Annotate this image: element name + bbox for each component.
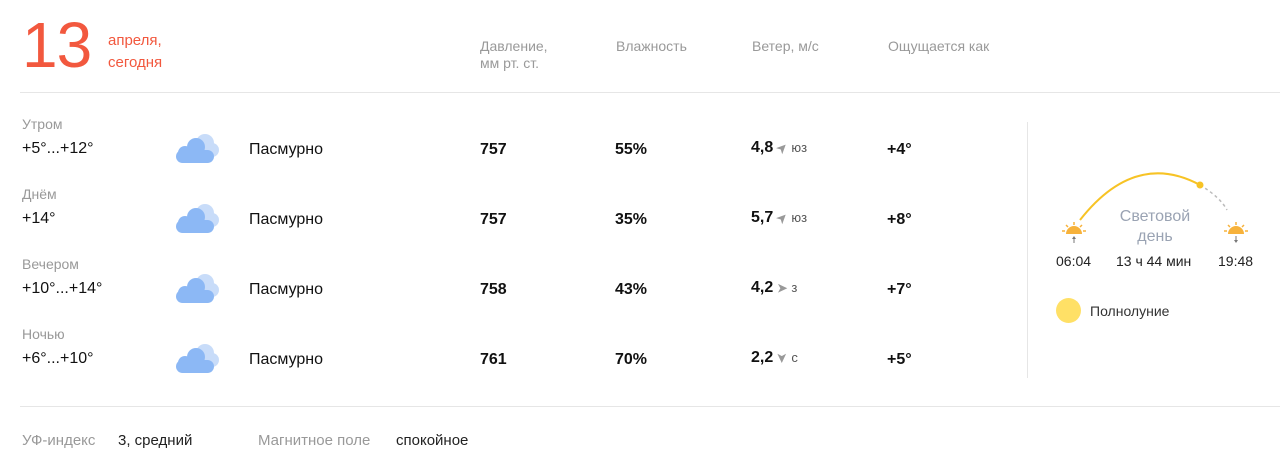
wind: 4,2 ➤ з [751,279,797,297]
header-wind: Ветер, м/с [752,38,819,54]
header-feels: Ощущается как [888,38,990,54]
overcast-cloud-icon [176,204,219,233]
divider [20,406,1280,407]
moon-phase: Полнолуние [1090,303,1170,319]
header-pressure: Давление, мм рт. ст. [480,38,548,71]
wind-speed: 4,8 [751,139,774,156]
wind-direction-arrow-icon: ➤ [777,281,788,295]
feels-like: +7° [887,281,912,298]
sunset-time: 19:48 [1218,253,1254,269]
temperature: +10°...+14° [22,280,103,297]
header-humidity: Влажность [616,38,687,54]
daylight-label-line1: Световой [1119,208,1191,225]
condition: Пасмурно [249,351,324,368]
wind-direction: з [791,280,798,295]
humidity: 70% [615,351,648,368]
condition: Пасмурно [249,141,324,158]
daylight-duration: 13 ч 44 мин [1116,253,1192,269]
humidity: 55% [615,141,648,158]
daylight-label: Световой день [1100,207,1210,247]
sunrise-icon [1062,222,1086,243]
wind-speed: 4,2 [751,279,774,296]
wind-speed: 5,7 [751,209,774,226]
humidity: 35% [615,211,648,228]
sunrise-time: 06:04 [1056,253,1092,269]
day-part: Утром [22,116,63,132]
divider [1027,122,1028,378]
wind: 4,8➤юз [751,139,807,157]
day-part: Днём [22,186,57,202]
sun-arc [1079,172,1201,221]
magnetic-label: Магнитное поле [258,432,371,449]
feels-like: +5° [887,351,912,368]
sunset-icon [1224,222,1248,243]
date-day: 13 [22,9,92,81]
daylight-label-line2: день [1137,228,1173,245]
temperature: +14° [22,210,56,227]
daylight-arc [1079,172,1228,221]
magnetic-value: спокойное [396,432,469,449]
sun-position-dot [1196,181,1204,189]
relative-day-label: сегодня [108,54,163,71]
temperature: +5°...+12° [22,140,94,157]
wind-speed: 2,2 [751,349,774,366]
uv-value: 3, средний [118,432,193,449]
feels-like: +8° [887,211,912,228]
overcast-cloud-icon [176,344,219,373]
temperature: +6°...+10° [22,350,94,367]
wind: 5,7➤юз [751,209,807,227]
condition: Пасмурно [249,211,324,228]
overcast-cloud-icon [176,274,219,303]
wind-direction: юз [791,140,808,155]
day-part: Ночью [22,326,65,342]
humidity: 43% [615,281,648,298]
wind-direction-arrow-icon: ➤ [775,352,790,364]
uv-label: УФ-индекс [22,432,96,449]
pressure: 761 [480,351,507,368]
wind-direction: юз [791,210,808,225]
pressure: 758 [480,281,507,298]
pressure: 757 [480,141,507,158]
wind-direction-arrow-icon: ➤ [773,139,791,157]
moon-icon [1056,298,1081,323]
condition: Пасмурно [249,281,324,298]
wind-direction-arrow-icon: ➤ [773,209,791,227]
wind-direction: с [791,350,798,365]
divider [20,92,1280,93]
remaining-arc [1199,184,1228,211]
pressure: 757 [480,211,507,228]
wind: 2,2 ➤ с [751,349,798,367]
date-month: апреля, сегодня [108,30,162,74]
month-label: апреля, [108,32,162,49]
overcast-cloud-icon [176,134,219,163]
day-part: Вечером [22,256,79,272]
feels-like: +4° [887,141,912,158]
